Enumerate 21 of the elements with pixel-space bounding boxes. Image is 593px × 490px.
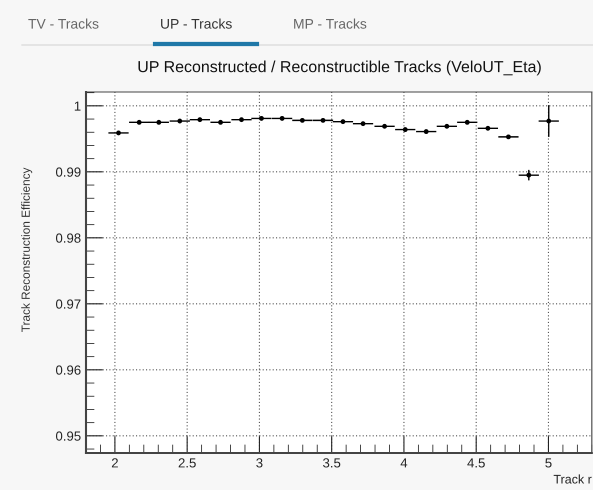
x-tick-label: 4.5	[467, 458, 485, 468]
x-tick-label: 2	[112, 458, 118, 468]
text: MP - Tracks	[294, 18, 366, 29]
text: TV - Tracks	[28, 18, 98, 29]
y-tick-label: 0.98	[56, 233, 81, 243]
x-tick-label: 2.5	[178, 458, 196, 468]
y-tick-label: 1	[74, 102, 80, 111]
x-tick-label: 3	[256, 458, 263, 468]
point	[526, 172, 532, 178]
point	[546, 118, 552, 124]
x-tick-label: 3.5	[323, 458, 340, 468]
x-tick-label: 5	[545, 458, 552, 468]
y-tick-label: 0.97	[56, 299, 80, 309]
y-tick-label: 0.96	[56, 365, 81, 375]
y-tick-label: 0.95	[56, 431, 81, 441]
y-tick-label: 0.99	[56, 167, 81, 177]
x-axis-title: Track r	[554, 474, 592, 484]
x-tick-label: 4	[400, 458, 408, 468]
text: UP - Tracks	[161, 18, 232, 29]
y-axis-title: Track Reconstruction Efficiency	[21, 168, 32, 332]
chart-title: UP Reconstructed / Reconstructible Tracks (VeloUT_Eta)	[138, 60, 541, 76]
